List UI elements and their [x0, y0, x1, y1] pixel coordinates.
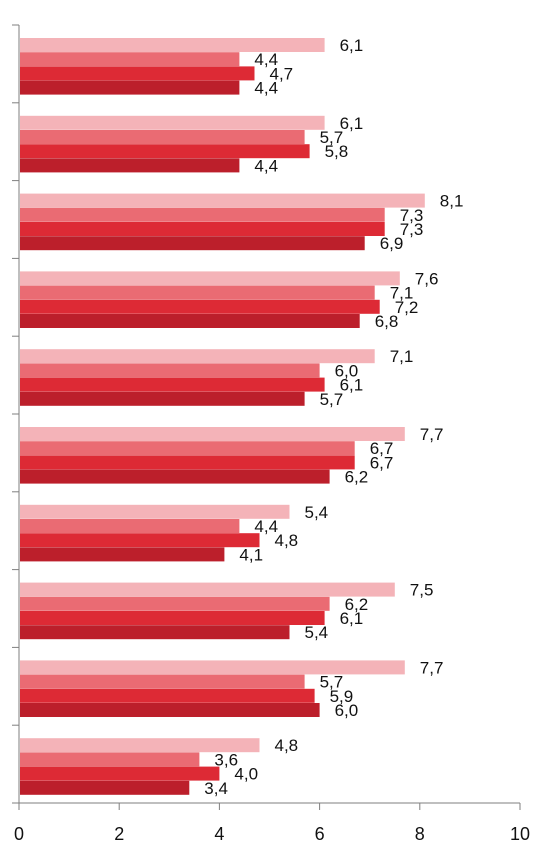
bar-g6-s1 — [20, 427, 405, 441]
data-label-g3-s1: 8,1 — [440, 192, 464, 211]
bar-g9-s2 — [20, 674, 305, 689]
bar-g1-s2 — [20, 52, 240, 67]
x-tick-label: 4 — [214, 824, 224, 844]
data-label-g7-s2: 4,4 — [254, 517, 278, 536]
bar-g2-s1 — [20, 115, 325, 130]
bar-g6-s2 — [20, 441, 355, 456]
bar-g3-s2 — [20, 207, 385, 222]
data-label-g5-s1: 7,1 — [390, 347, 414, 366]
data-label-g8-s1: 7,5 — [410, 581, 434, 600]
bar-g9-s3 — [20, 688, 315, 703]
bar-g1-s3 — [20, 66, 255, 81]
bar-g3-s4 — [20, 236, 365, 251]
axes-layer: 0 2 4 6 8 10 — [12, 24, 530, 844]
bar-g4-s1 — [20, 271, 400, 286]
bar-g8-s2 — [20, 596, 330, 611]
data-label-g7-s3: 4,8 — [275, 531, 299, 550]
data-label-g3-s2: 7,3 — [400, 206, 424, 225]
bar-g7-s3 — [20, 533, 260, 548]
data-label-g9-s2: 5,7 — [320, 673, 344, 692]
bar-g4-s3 — [20, 299, 380, 314]
data-label-g2-s2: 5,7 — [320, 128, 344, 147]
bar-g3-s3 — [20, 222, 385, 236]
x-tick-label: 0 — [14, 824, 24, 844]
data-label-g10-s3: 4,0 — [234, 765, 258, 784]
x-tick-label: 8 — [415, 824, 425, 844]
data-label-g6-s4: 6,2 — [345, 468, 369, 487]
data-label-g2-s4: 4,4 — [254, 156, 278, 175]
bar-g2-s2 — [20, 130, 305, 144]
bar-g1-s4 — [20, 80, 240, 95]
data-label-g6-s1: 7,7 — [420, 425, 444, 444]
bar-g7-s1 — [20, 504, 290, 519]
data-label-g8-s2: 6,2 — [345, 595, 369, 614]
bar-g10-s3 — [20, 766, 220, 781]
data-label-g3-s3: 7,3 — [400, 220, 424, 239]
data-label-g4-s2: 7,1 — [390, 284, 414, 303]
bar-g8-s3 — [20, 611, 325, 625]
bar-g7-s2 — [20, 519, 240, 533]
bar-g8-s4 — [20, 625, 290, 640]
bar-g4-s2 — [20, 285, 375, 300]
data-label-g8-s4: 5,4 — [305, 623, 329, 642]
bar-g6-s4 — [20, 469, 330, 484]
x-tick-label: 6 — [315, 824, 325, 844]
data-label-g7-s1: 5,4 — [305, 503, 329, 522]
data-label-g9-s3: 5,9 — [330, 687, 354, 706]
bar-g2-s4 — [20, 158, 240, 173]
data-label-g4-s3: 7,2 — [395, 298, 419, 317]
data-label-g1-s2: 4,4 — [254, 50, 278, 69]
data-label-g4-s1: 7,6 — [415, 269, 439, 288]
bar-g6-s3 — [20, 455, 355, 470]
data-label-g9-s4: 6,0 — [335, 701, 359, 720]
bar-g10-s2 — [20, 752, 200, 767]
data-label-g10-s4: 3,4 — [204, 779, 228, 798]
bar-g10-s1 — [20, 738, 260, 753]
data-label-g7-s4: 4,1 — [239, 545, 263, 564]
bar-g10-s4 — [20, 780, 190, 795]
x-tick-label: 2 — [114, 824, 124, 844]
bar-g9-s4 — [20, 703, 320, 717]
x-tick-label: 10 — [510, 824, 530, 844]
data-label-g1-s1: 6,1 — [340, 36, 364, 55]
data-label-g2-s1: 6,1 — [340, 114, 364, 133]
bars-layer — [20, 38, 425, 795]
bar-g5-s1 — [20, 349, 375, 364]
data-label-g8-s3: 6,1 — [340, 609, 364, 628]
bar-g4-s4 — [20, 314, 360, 328]
data-label-g6-s2: 6,7 — [370, 439, 394, 458]
data-label-g2-s3: 5,8 — [325, 142, 349, 161]
bar-g2-s3 — [20, 144, 310, 159]
data-label-g9-s1: 7,7 — [420, 658, 444, 677]
bar-g9-s1 — [20, 660, 405, 675]
bar-g5-s4 — [20, 391, 305, 406]
data-label-g5-s4: 5,7 — [320, 390, 344, 409]
data-label-g1-s4: 4,4 — [254, 79, 278, 98]
data-label-g10-s2: 3,6 — [214, 750, 238, 769]
data-label-g1-s3: 4,7 — [270, 64, 294, 83]
data-label-g3-s4: 6,9 — [380, 234, 404, 253]
data-label-g4-s4: 6,8 — [375, 312, 399, 331]
data-label-g6-s3: 6,7 — [370, 453, 394, 472]
data-label-g10-s1: 4,8 — [275, 736, 299, 755]
bar-g8-s1 — [20, 582, 395, 597]
data-label-g5-s3: 6,1 — [340, 376, 364, 395]
data-label-g5-s2: 6,0 — [335, 361, 359, 380]
bar-g7-s4 — [20, 547, 225, 562]
bar-g5-s2 — [20, 363, 320, 378]
bar-g1-s1 — [20, 38, 325, 52]
bar-g3-s1 — [20, 193, 425, 208]
bar-g5-s3 — [20, 377, 325, 392]
data-labels-layer: 6,14,44,74,46,15,75,84,48,17,37,36,97,67… — [204, 36, 463, 798]
